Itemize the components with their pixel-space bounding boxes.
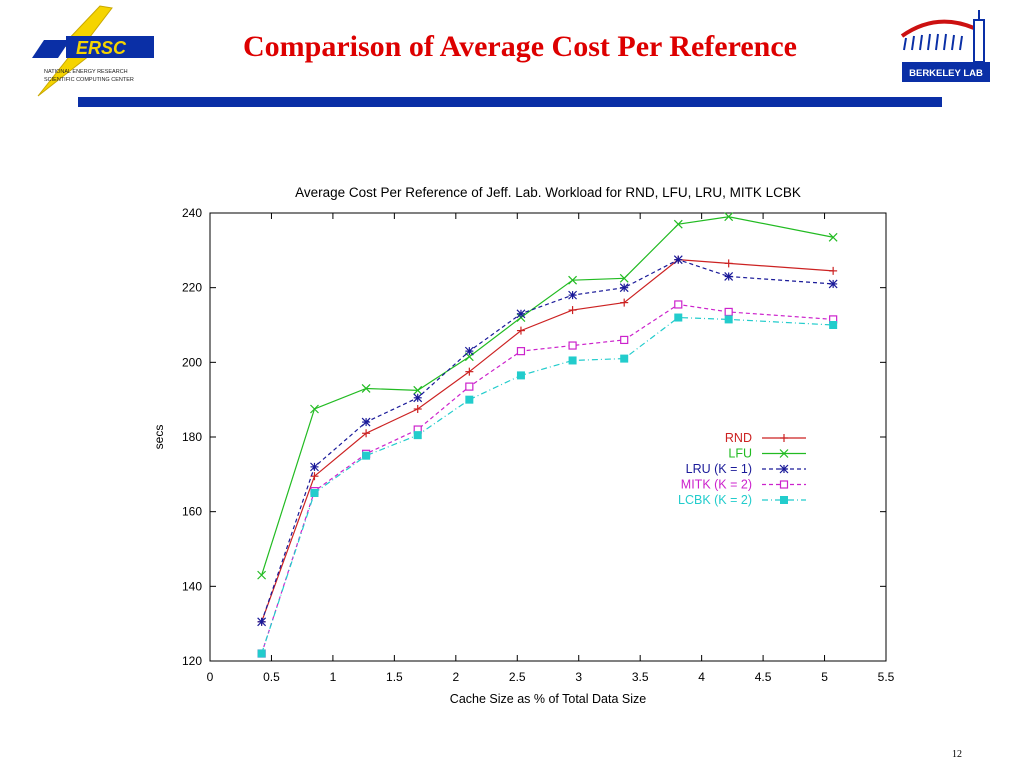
data-point-mitk-k-2-9 <box>724 307 733 317</box>
page-number: 12 <box>952 749 962 760</box>
data-point-lru-k-1-9 <box>724 272 734 281</box>
x-tick-label-1: 0.5 <box>263 670 280 684</box>
x-tick-label-7: 3.5 <box>632 670 649 684</box>
x-tick-label-0: 0 <box>207 670 214 684</box>
legend-label-lfu: LFU <box>728 447 752 461</box>
nersc-subtitle-line1: NATIONAL ENERGY RESEARCH <box>44 69 128 75</box>
data-point-lcbk-k-2-9 <box>724 315 733 324</box>
y-tick-label-0: 120 <box>182 654 202 668</box>
x-tick-label-4: 2 <box>452 670 459 684</box>
data-point-lfu-1 <box>310 404 319 414</box>
x-tick-label-3: 1.5 <box>386 670 403 684</box>
data-point-lru-k-1-6 <box>568 290 578 300</box>
data-point-lfu-7 <box>619 273 629 283</box>
nersc-wordmark: ERSC <box>76 38 127 58</box>
data-point-rnd-4 <box>465 367 474 376</box>
data-point-lfu-9 <box>724 212 734 222</box>
data-point-rnd-6 <box>568 306 577 315</box>
data-point-lcbk-k-2-10 <box>829 321 838 329</box>
data-point-mitk-k-2-7 <box>620 335 629 345</box>
x-tick-label-8: 4 <box>698 670 705 684</box>
data-point-lfu-10 <box>828 232 838 242</box>
data-point-lcbk-k-2-8 <box>674 313 683 322</box>
x-tick-label-9: 4.5 <box>755 670 772 684</box>
x-tick-label-2: 1 <box>330 670 337 684</box>
data-point-lcbk-k-2-4 <box>465 395 474 404</box>
building-icon <box>903 33 963 51</box>
data-point-lru-k-1-7 <box>619 283 629 293</box>
legend-marker-lfu <box>779 449 789 458</box>
data-point-lcbk-k-2-7 <box>620 354 629 363</box>
y-tick-label-2: 160 <box>182 505 202 519</box>
x-axis-label: Cache Size as % of Total Data Size <box>450 692 646 706</box>
berkeley-lab-logo: BERKELEY LAB <box>900 10 990 82</box>
data-point-mitk-k-2-8 <box>674 300 683 309</box>
nersc-subtitle-line2: SCIENTIFIC COMPUTING CENTER <box>44 77 134 83</box>
chart-title: Average Cost Per Reference of Jeff. Lab.… <box>295 185 801 200</box>
legend-label-lru-k-1: LRU (K = 1) <box>686 462 752 476</box>
data-point-mitk-k-2-4 <box>465 382 474 391</box>
data-point-mitk-k-2-5 <box>516 347 526 356</box>
data-point-lfu-8 <box>673 219 683 229</box>
data-point-lcbk-k-2-0 <box>257 649 266 658</box>
y-tick-label-6: 240 <box>182 206 202 220</box>
data-point-lru-k-1-4 <box>464 346 474 356</box>
x-tick-label-11: 5.5 <box>878 670 895 684</box>
berkeley-lab-label: BERKELEY LAB <box>909 68 983 79</box>
x-tick-label-5: 2.5 <box>509 670 526 684</box>
nersc-logo: ERSC NATIONAL ENERGY RESEARCH SCIENTIFIC… <box>32 5 154 97</box>
y-tick-label-4: 200 <box>182 355 202 369</box>
y-axis-label: secs <box>152 425 166 450</box>
data-point-rnd-10 <box>829 266 838 275</box>
data-point-lru-k-1-0 <box>257 617 267 627</box>
data-point-lru-k-1-10 <box>828 279 838 289</box>
data-point-lru-k-1-3 <box>413 393 423 403</box>
legend-label-rnd: RND <box>725 431 752 445</box>
data-point-rnd-5 <box>516 326 525 335</box>
series-line-lfu <box>261 216 834 576</box>
legend-label-lcbk-k-2: LCBK (K = 2) <box>678 493 752 507</box>
data-point-rnd-7 <box>620 298 629 307</box>
data-point-rnd-2 <box>362 429 371 438</box>
data-point-lru-k-1-5 <box>516 309 526 319</box>
data-point-lfu-2 <box>361 384 371 393</box>
data-point-lfu-0 <box>257 570 267 580</box>
x-tick-label-6: 3 <box>575 670 582 684</box>
data-point-lru-k-1-8 <box>673 255 683 265</box>
data-point-lcbk-k-2-1 <box>310 489 319 497</box>
y-tick-label-1: 140 <box>182 579 202 593</box>
data-point-lcbk-k-2-5 <box>516 371 525 380</box>
header-divider-bar <box>78 97 942 107</box>
data-point-lfu-6 <box>568 275 578 285</box>
data-point-rnd-3 <box>413 405 422 413</box>
legend-marker-rnd <box>780 434 788 442</box>
y-tick-label-5: 220 <box>182 281 202 295</box>
data-point-rnd-9 <box>724 259 733 268</box>
data-point-mitk-k-2-6 <box>568 341 577 350</box>
data-point-lcbk-k-2-3 <box>413 431 422 440</box>
data-point-lcbk-k-2-6 <box>568 356 577 365</box>
legend-label-mitk-k-2: MITK (K = 2) <box>681 478 752 492</box>
data-point-lru-k-1-1 <box>310 462 319 472</box>
data-point-lru-k-1-2 <box>361 417 371 427</box>
slide-title: Comparison of Average Cost Per Reference <box>242 30 797 63</box>
data-point-lcbk-k-2-2 <box>362 451 371 460</box>
legend-marker-mitk-k-2 <box>779 480 789 489</box>
legend-marker-lru-k-1 <box>779 464 789 474</box>
legend-marker-lcbk-k-2 <box>780 496 788 504</box>
y-tick-label-3: 180 <box>182 430 202 444</box>
x-tick-label-10: 5 <box>821 670 828 684</box>
data-point-lfu-3 <box>413 385 423 395</box>
